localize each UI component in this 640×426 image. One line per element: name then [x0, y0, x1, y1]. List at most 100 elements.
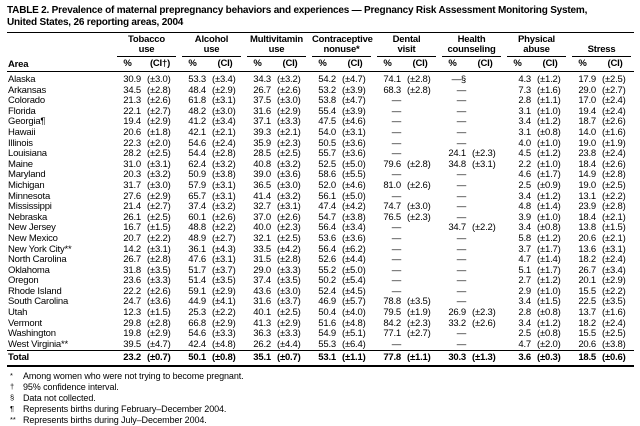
pct-cell: —	[456, 137, 467, 149]
ci-cell: (±3.6)	[342, 137, 366, 149]
column-group-physical-abuse: Physical abuse	[504, 33, 569, 57]
ci-cell: (±2.6)	[407, 179, 431, 191]
pct-cell: 31.6	[253, 296, 271, 308]
footnote-text: Represents births during July–December 2…	[23, 414, 207, 425]
ci-cell: (±0.8)	[537, 307, 561, 319]
ci-cell	[401, 254, 439, 265]
ci-cell	[466, 339, 504, 350]
pct-cell: 55.4	[318, 105, 336, 117]
pct-cell: 74.1	[383, 74, 402, 85]
pct-cell: 26.7	[123, 254, 141, 266]
pct-header: %	[439, 57, 467, 72]
ci-cell: (±2.6)	[602, 116, 626, 128]
ci-cell	[401, 265, 439, 276]
ci-cell: (±2.4)	[602, 148, 626, 160]
table-body: Alaska 30.9 (±3.0) 53.3 (±3.4) 34.3 (±3.2) 54.2…	[7, 72, 635, 367]
ci-cell: (±2.9)	[147, 116, 171, 128]
ci-cell: (±2.6)	[277, 211, 301, 223]
ci-cell: (±1.4)	[537, 254, 561, 266]
pct-cell: —	[456, 338, 467, 350]
table-row: Arkansas 34.5 (±2.8) 48.4 (±2.9) 26.7 (±2.6) 53…	[7, 85, 634, 96]
ci-cell: (±3.4)	[212, 74, 236, 85]
ci-cell: (±0.8)	[537, 328, 561, 340]
ci-cell: (±2.8)	[407, 84, 431, 96]
pct-header: %	[504, 57, 532, 72]
table-row: Michigan 31.7 (±3.0) 57.9 (±3.1) 36.5 (±3.0) 52…	[7, 180, 634, 191]
ci-cell: (±2.5)	[602, 74, 626, 85]
pct-cell: 39.3	[253, 126, 271, 138]
ci-cell	[466, 117, 504, 128]
pct-cell: 52.5	[318, 158, 336, 170]
pct-cell: 57.9	[188, 179, 206, 191]
pct-header: %	[244, 57, 271, 72]
pct-cell: 37.0	[253, 211, 271, 223]
pct-cell: 28.2	[123, 148, 141, 160]
pct-cell: 5.1	[518, 264, 532, 276]
column-group-stress: Stress	[569, 33, 634, 57]
ci-cell: (±0.8)	[537, 126, 561, 138]
pct-cell: —	[456, 264, 467, 276]
pct-cell: 12.3	[123, 307, 141, 319]
pct-cell: 20.1	[578, 275, 597, 287]
pct-cell: 2.5	[518, 179, 532, 191]
ci-cell: (±2.9)	[147, 328, 171, 340]
pct-cell: —	[391, 275, 402, 287]
footnote-marker: ¶	[10, 404, 14, 414]
prevalence-table: Area Tobacco use Alcohol use Multivitamin u…	[7, 32, 635, 367]
ci-cell: (±3.4)	[342, 222, 366, 234]
pct-cell: 20.6	[578, 338, 597, 350]
footnote-marker: **	[10, 415, 16, 425]
ci-cell: (±3.4)	[212, 116, 236, 128]
pct-cell: 3.4	[518, 296, 532, 308]
ci-cell: (±2.8)	[407, 74, 431, 85]
ci-cell: (±2.3)	[472, 307, 496, 319]
ci-cell: (±2.9)	[212, 84, 236, 96]
ci-cell: (±4.4)	[277, 338, 301, 350]
ci-cell: (±3.1)	[212, 254, 236, 266]
area-cell: Washington	[8, 328, 56, 340]
footnote: § Data not collected.	[10, 393, 640, 404]
pct-cell: 2.8	[518, 307, 532, 319]
area-cell: Georgia¶	[8, 116, 46, 128]
footnote: † 95% confidence interval.	[10, 382, 640, 393]
ci-cell: (±3.1)	[147, 158, 171, 170]
area-cell: Oklahoma	[8, 264, 50, 276]
pct-cell: 32.1	[253, 232, 271, 244]
ci-cell: (±2.5)	[147, 148, 171, 160]
pct-cell: —	[456, 190, 467, 202]
area-cell: Colorado	[8, 95, 45, 106]
pct-cell: 54.4	[188, 148, 206, 160]
pct-cell: —	[391, 243, 402, 255]
ci-cell	[466, 138, 504, 149]
ci-cell: (±3.3)	[277, 328, 301, 340]
pct-cell: 30.3	[439, 349, 466, 367]
ci-cell: (±3.6)	[147, 296, 171, 308]
pct-cell: —	[456, 201, 467, 213]
pct-cell: 44.9	[188, 296, 206, 308]
area-cell: Florida	[8, 105, 36, 117]
ci-cell: (±1.2)	[537, 317, 561, 329]
pct-cell: 34.7	[448, 222, 467, 234]
footnotes: * Among women who were not trying to beco…	[10, 371, 640, 426]
footnote-marker: †	[10, 382, 15, 392]
ci-cell	[466, 328, 504, 339]
pct-cell: 56.4	[318, 222, 336, 234]
ci-cell	[401, 138, 439, 149]
ci-cell: (±2.2)	[602, 285, 626, 297]
pct-cell: —	[456, 179, 467, 191]
ci-cell: (±2.7)	[212, 232, 236, 244]
table-row: New York City** 14.2 (±3.1) 36.1 (±4.3) 33.5 (…	[7, 244, 634, 255]
pct-cell: 5.8	[518, 232, 532, 244]
pct-cell: 21.3	[123, 95, 141, 107]
pct-cell: 28.5	[253, 148, 271, 160]
table-row: Oregon 23.6 (±3.3) 51.4 (±3.5) 37.4 (±3.5) 50.2…	[7, 275, 634, 286]
ci-cell: (±2.7)	[602, 84, 626, 96]
ci-cell: (±2.8)	[147, 254, 171, 266]
table-row: West Virginia** 39.5 (±4.7) 42.4 (±4.8) 26.2 (…	[7, 339, 634, 350]
pct-cell: 29.0	[253, 264, 271, 276]
ci-cell: (±3.1)	[212, 179, 236, 191]
ci-cell: (±3.0)	[277, 95, 301, 107]
pct-header: %	[374, 57, 402, 72]
pct-cell: 4.6	[518, 169, 532, 181]
ci-cell: (±2.4)	[212, 137, 236, 149]
